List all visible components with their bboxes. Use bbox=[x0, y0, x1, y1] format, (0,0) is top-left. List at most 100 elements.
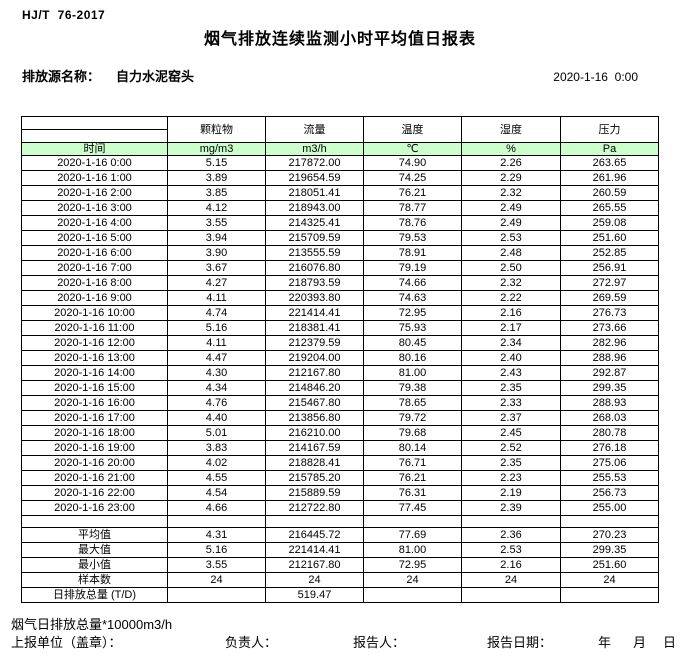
report-datetime: 2020-1-16 0:00 bbox=[553, 70, 638, 84]
data-row-value-2: 76.71 bbox=[363, 455, 462, 471]
data-row-label: 2020-1-16 11:00 bbox=[21, 320, 168, 336]
data-row-value-2: 74.66 bbox=[363, 275, 462, 291]
data-row: 2020-1-16 16:00 4.76 215467.80 78.65 2.33 288… bbox=[21, 395, 659, 411]
data-row-value-4: 288.93 bbox=[560, 395, 659, 411]
data-row-value-0: 4.30 bbox=[167, 365, 266, 381]
data-row-value-2: 77.45 bbox=[363, 500, 462, 516]
data-row-value-3: 2.34 bbox=[461, 335, 561, 351]
data-row-value-1: 218793.59 bbox=[265, 275, 364, 291]
data-row: 2020-1-16 1:00 3.89 219654.59 74.25 2.29 261.… bbox=[21, 170, 659, 186]
reporter-label: 报告人： bbox=[353, 635, 406, 650]
data-row-value-0: 4.27 bbox=[167, 275, 266, 291]
data-row-value-1: 213555.59 bbox=[265, 245, 364, 261]
summary-row: 平均值 4.31 216445.72 77.69 2.36 270.23 bbox=[21, 527, 659, 543]
summary-row-value-1: 519.47 bbox=[265, 587, 364, 603]
data-row-value-2: 79.68 bbox=[363, 425, 462, 441]
data-row-value-4: 292.87 bbox=[560, 365, 659, 381]
data-row-value-0: 4.11 bbox=[167, 290, 266, 306]
data-row: 2020-1-16 17:00 4.40 213856.80 79.72 2.37 268… bbox=[21, 410, 659, 426]
data-row-value-1: 218828.41 bbox=[265, 455, 364, 471]
data-row: 2020-1-16 8:00 4.27 218793.59 74.66 2.32 272.… bbox=[21, 275, 659, 291]
data-row-value-3: 2.35 bbox=[461, 455, 561, 471]
unit-temperature: ℃ bbox=[363, 142, 462, 156]
data-row-value-1: 214846.20 bbox=[265, 380, 364, 396]
data-row-value-0: 4.12 bbox=[167, 200, 266, 216]
spacer-row-label bbox=[21, 515, 168, 528]
data-row-value-4: 272.97 bbox=[560, 275, 659, 291]
data-row-value-4: 275.06 bbox=[560, 455, 659, 471]
data-row-value-3: 2.43 bbox=[461, 365, 561, 381]
data-row: 2020-1-16 11:00 5.16 218381.41 75.93 2.17 273… bbox=[21, 320, 659, 336]
data-row-label: 2020-1-16 15:00 bbox=[21, 380, 168, 396]
data-row-value-1: 212722.80 bbox=[265, 500, 364, 516]
data-row-value-2: 79.53 bbox=[363, 230, 462, 246]
data-row-value-1: 216210.00 bbox=[265, 425, 364, 441]
data-row-value-0: 4.34 bbox=[167, 380, 266, 396]
data-row-value-0: 4.40 bbox=[167, 410, 266, 426]
source-label: 排放源名称： bbox=[22, 69, 101, 84]
data-row-value-4: 255.53 bbox=[560, 470, 659, 486]
data-row-value-2: 74.25 bbox=[363, 170, 462, 186]
data-row-label: 2020-1-16 8:00 bbox=[21, 275, 168, 291]
spacer-row-value-1 bbox=[265, 515, 364, 528]
data-row-value-0: 4.74 bbox=[167, 305, 266, 321]
data-row-value-0: 4.54 bbox=[167, 485, 266, 501]
data-row-value-4: 256.73 bbox=[560, 485, 659, 501]
data-row-value-0: 4.55 bbox=[167, 470, 266, 486]
data-row-value-1: 218381.41 bbox=[265, 320, 364, 336]
data-row-value-3: 2.22 bbox=[461, 290, 561, 306]
data-row-value-1: 215889.59 bbox=[265, 485, 364, 501]
data-row: 2020-1-16 23:00 4.66 212722.80 77.45 2.39 255… bbox=[21, 500, 659, 516]
data-row-value-3: 2.17 bbox=[461, 320, 561, 336]
summary-row-value-3: 2.16 bbox=[461, 557, 561, 573]
data-row-value-2: 79.38 bbox=[363, 380, 462, 396]
summary-row-value-0 bbox=[167, 587, 266, 603]
unit-flow: m3/h bbox=[265, 142, 364, 156]
data-row-value-4: 276.73 bbox=[560, 305, 659, 321]
data-row-value-2: 78.65 bbox=[363, 395, 462, 411]
data-row-value-1: 214325.41 bbox=[265, 215, 364, 231]
data-row-value-0: 3.90 bbox=[167, 245, 266, 261]
year-label: 年 bbox=[598, 635, 612, 650]
data-row-value-4: 269.59 bbox=[560, 290, 659, 306]
data-row-value-2: 72.95 bbox=[363, 305, 462, 321]
data-row-value-4: 273.66 bbox=[560, 320, 659, 336]
data-row: 2020-1-16 13:00 4.47 219204.00 80.16 2.40 288… bbox=[21, 350, 659, 366]
data-row-value-4: 259.08 bbox=[560, 215, 659, 231]
data-row-value-3: 2.53 bbox=[461, 230, 561, 246]
summary-row-label: 平均值 bbox=[21, 527, 168, 543]
data-row-value-2: 80.14 bbox=[363, 440, 462, 456]
summary-row-value-2: 24 bbox=[363, 572, 462, 588]
data-row-label: 2020-1-16 9:00 bbox=[21, 290, 168, 306]
data-row-value-1: 212167.80 bbox=[265, 365, 364, 381]
summary-row-value-2 bbox=[363, 587, 462, 603]
data-row-value-1: 220393.80 bbox=[265, 290, 364, 306]
data-row-value-0: 5.01 bbox=[167, 425, 266, 441]
summary-row-value-0: 4.31 bbox=[167, 527, 266, 543]
report-title: 烟气排放连续监测小时平均值日报表 bbox=[203, 31, 476, 48]
data-row-value-3: 2.40 bbox=[461, 350, 561, 366]
source-name: 自力水泥窑头 bbox=[116, 69, 195, 84]
data-row-value-4: 280.78 bbox=[560, 425, 659, 441]
data-row-value-1: 214167.59 bbox=[265, 440, 364, 456]
data-row-value-2: 75.93 bbox=[363, 320, 462, 336]
header-empty-cell bbox=[21, 116, 168, 130]
data-row-value-2: 79.72 bbox=[363, 410, 462, 426]
column-header-humidity: 湿度 bbox=[461, 116, 561, 143]
column-header-particulate: 颗粒物 bbox=[167, 116, 266, 143]
report-table: 颗粒物 流量 温度 湿度 压力 时间 mg/m3 m3/h ℃ % Pa 202… bbox=[21, 116, 659, 603]
signature-row: 上报单位（盖章）： 负责人： 报告人： 报告日期： 年 月 日 bbox=[0, 632, 680, 650]
data-row-value-0: 3.55 bbox=[167, 215, 266, 231]
data-row-value-1: 215709.59 bbox=[265, 230, 364, 246]
data-row-value-2: 78.77 bbox=[363, 200, 462, 216]
data-row-value-1: 218051.41 bbox=[265, 185, 364, 201]
data-row-label: 2020-1-16 5:00 bbox=[21, 230, 168, 246]
data-row-label: 2020-1-16 0:00 bbox=[21, 155, 168, 171]
summary-row-value-2: 81.00 bbox=[363, 542, 462, 558]
data-row-value-4: 261.96 bbox=[560, 170, 659, 186]
data-row-value-2: 80.16 bbox=[363, 350, 462, 366]
data-row-value-4: 252.85 bbox=[560, 245, 659, 261]
responsible-person-label: 负责人： bbox=[225, 635, 278, 650]
footer-note: 烟气日排放总量*10000m3/h bbox=[11, 617, 173, 632]
data-row-label: 2020-1-16 17:00 bbox=[21, 410, 168, 426]
